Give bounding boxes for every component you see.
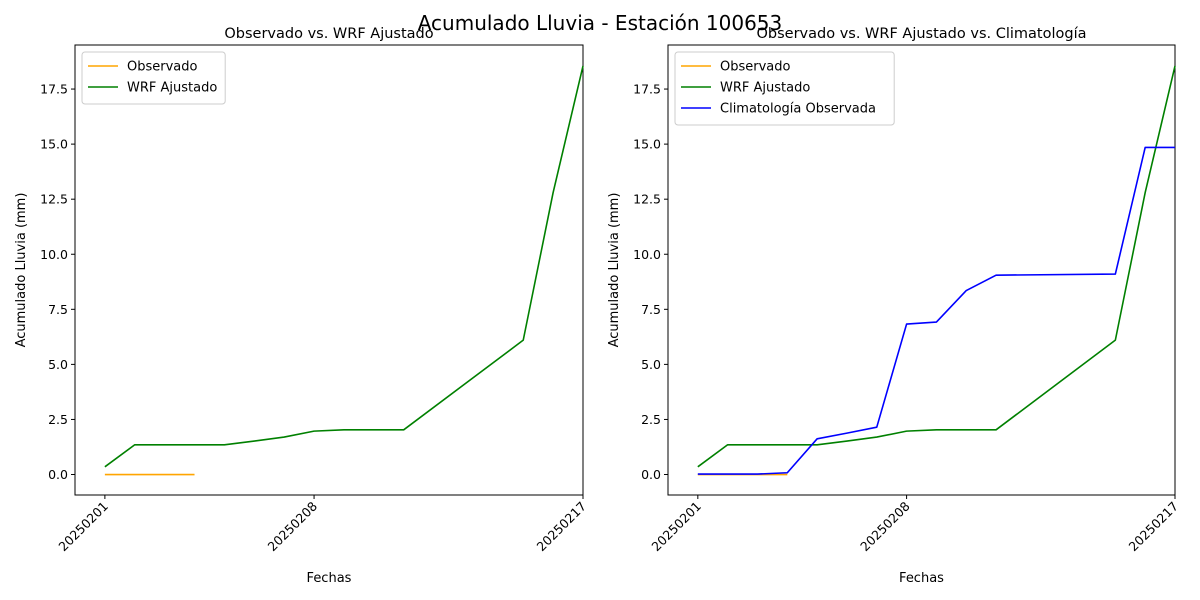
data-point-climatologia-observada <box>846 432 848 434</box>
right-chart-panel: Observado vs. WRF Ajustado vs. Climatolo… <box>607 26 1181 586</box>
y-tick-label: 2.5 <box>641 412 661 427</box>
legend-label: Observado <box>127 60 198 75</box>
legend-box <box>674 51 895 126</box>
y-tick-label: 17.5 <box>633 82 661 97</box>
data-point-climatologia-observada <box>726 473 728 475</box>
data-point-wrf-ajustado <box>726 444 728 446</box>
legend-box <box>81 51 226 105</box>
y-tick-label: 7.5 <box>641 302 661 317</box>
data-point-climatologia-observada <box>876 426 878 428</box>
data-point-wrf-ajustado <box>313 430 315 432</box>
data-point-observado <box>193 473 195 475</box>
y-tick-label: 10.0 <box>40 247 68 262</box>
data-point-wrf-ajustado <box>1144 191 1146 193</box>
data-point-wrf-ajustado <box>756 444 758 446</box>
legend-label: Observado <box>720 60 791 75</box>
y-tick-label: 2.5 <box>48 412 68 427</box>
chart-title: Observado vs. WRF Ajustado vs. Climatolo… <box>757 26 1087 42</box>
y-axis-label: Acumulado Lluvia (mm) <box>607 193 622 348</box>
x-axis-label: Fechas <box>307 571 352 586</box>
data-point-climatologia-observada <box>995 274 997 276</box>
series-line-wrf-ajustado <box>104 65 584 468</box>
data-point-wrf-ajustado <box>995 429 997 431</box>
legend-label: Climatología Observada <box>720 102 876 117</box>
data-point-wrf-ajustado <box>552 191 554 193</box>
y-tick-label: 12.5 <box>40 192 68 207</box>
data-point-wrf-ajustado <box>935 429 937 431</box>
y-tick-label: 7.5 <box>48 302 68 317</box>
data-point-wrf-ajustado <box>905 430 907 432</box>
data-point-wrf-ajustado <box>876 436 878 438</box>
data-point-wrf-ajustado <box>965 429 967 431</box>
data-point-climatologia-observada <box>697 473 699 475</box>
data-point-climatologia-observada <box>1174 146 1176 148</box>
legend-label: WRF Ajustado <box>127 81 217 96</box>
data-point-wrf-ajustado <box>373 429 375 431</box>
data-point-wrf-ajustado <box>163 444 165 446</box>
y-tick-label: 0.0 <box>48 467 68 482</box>
data-point-wrf-ajustado <box>786 444 788 446</box>
data-point-climatologia-observada <box>1114 273 1116 275</box>
data-point-wrf-ajustado <box>522 339 524 341</box>
series-line-wrf-ajustado <box>697 65 1176 468</box>
data-point-climatologia-observada <box>965 289 967 291</box>
y-tick-label: 5.0 <box>641 357 661 372</box>
data-point-wrf-ajustado <box>1174 65 1176 67</box>
data-point-wrf-ajustado <box>253 440 255 442</box>
data-point-observado <box>104 473 106 475</box>
data-point-wrf-ajustado <box>582 65 584 67</box>
legend-label: WRF Ajustado <box>720 81 810 96</box>
series-line-climatologia-observada <box>697 146 1175 475</box>
data-point-climatologia-observada <box>905 323 907 325</box>
data-point-climatologia-observada <box>786 472 788 474</box>
data-point-wrf-ajustado <box>193 444 195 446</box>
data-point-wrf-ajustado <box>134 444 136 446</box>
data-point-wrf-ajustado <box>697 466 699 468</box>
data-point-wrf-ajustado <box>816 444 818 446</box>
y-tick-label: 12.5 <box>633 192 661 207</box>
chart-title: Observado vs. WRF Ajustado <box>224 26 433 42</box>
data-point-wrf-ajustado <box>403 429 405 431</box>
data-point-wrf-ajustado <box>1114 339 1116 341</box>
data-point-wrf-ajustado <box>104 466 106 468</box>
data-point-climatologia-observada <box>935 321 937 323</box>
data-point-observado <box>163 473 165 475</box>
y-tick-label: 15.0 <box>40 137 68 152</box>
x-axis-label: Fechas <box>899 571 944 586</box>
data-point-wrf-ajustado <box>283 436 285 438</box>
data-point-climatologia-observada <box>1144 146 1146 148</box>
data-point-wrf-ajustado <box>846 440 848 442</box>
data-point-wrf-ajustado <box>223 444 225 446</box>
data-point-observado <box>134 473 136 475</box>
y-axis-label: Acumulado Lluvia (mm) <box>14 193 29 348</box>
y-tick-label: 15.0 <box>633 137 661 152</box>
y-tick-label: 5.0 <box>48 357 68 372</box>
y-tick-label: 17.5 <box>40 82 68 97</box>
data-point-wrf-ajustado <box>343 429 345 431</box>
y-tick-label: 10.0 <box>633 247 661 262</box>
data-point-climatologia-observada <box>756 473 758 475</box>
y-tick-label: 0.0 <box>641 467 661 482</box>
figure-title: Acumulado Lluvia - Estación 100653 <box>418 11 783 35</box>
plot-area <box>74 44 584 496</box>
data-point-climatologia-observada <box>816 438 818 440</box>
